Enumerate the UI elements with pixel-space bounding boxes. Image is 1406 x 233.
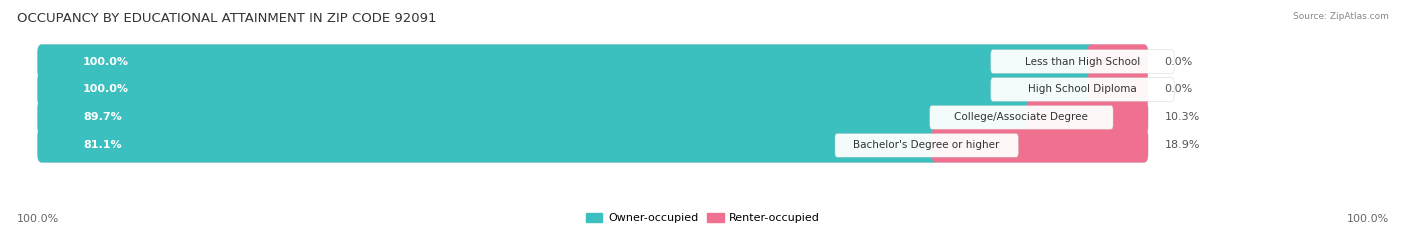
Text: College/Associate Degree: College/Associate Degree (955, 113, 1088, 122)
FancyBboxPatch shape (38, 72, 1095, 106)
Text: 89.7%: 89.7% (83, 113, 122, 122)
Text: 81.1%: 81.1% (83, 140, 121, 150)
Text: Bachelor's Degree or higher: Bachelor's Degree or higher (853, 140, 1000, 150)
FancyBboxPatch shape (931, 128, 1149, 162)
FancyBboxPatch shape (38, 72, 1149, 106)
Text: 100.0%: 100.0% (17, 214, 59, 224)
Text: 0.0%: 0.0% (1164, 85, 1192, 94)
Text: 18.9%: 18.9% (1164, 140, 1201, 150)
FancyBboxPatch shape (38, 128, 1149, 162)
Text: Source: ZipAtlas.com: Source: ZipAtlas.com (1294, 12, 1389, 21)
FancyBboxPatch shape (929, 106, 1114, 129)
Text: 100.0%: 100.0% (83, 85, 129, 94)
FancyBboxPatch shape (835, 134, 1018, 157)
FancyBboxPatch shape (1087, 72, 1149, 106)
FancyBboxPatch shape (1087, 45, 1149, 79)
FancyBboxPatch shape (991, 78, 1174, 101)
Text: 100.0%: 100.0% (1347, 214, 1389, 224)
FancyBboxPatch shape (38, 45, 1095, 79)
FancyBboxPatch shape (38, 100, 1149, 134)
FancyBboxPatch shape (38, 100, 1035, 134)
FancyBboxPatch shape (38, 45, 1149, 79)
FancyBboxPatch shape (38, 128, 939, 162)
FancyBboxPatch shape (991, 50, 1174, 73)
Text: OCCUPANCY BY EDUCATIONAL ATTAINMENT IN ZIP CODE 92091: OCCUPANCY BY EDUCATIONAL ATTAINMENT IN Z… (17, 12, 436, 25)
FancyBboxPatch shape (1026, 100, 1149, 134)
Text: High School Diploma: High School Diploma (1028, 85, 1137, 94)
Legend: Owner-occupied, Renter-occupied: Owner-occupied, Renter-occupied (581, 208, 825, 228)
Text: 10.3%: 10.3% (1164, 113, 1199, 122)
Text: 0.0%: 0.0% (1164, 57, 1192, 66)
Text: 100.0%: 100.0% (83, 57, 129, 66)
Text: Less than High School: Less than High School (1025, 57, 1140, 66)
